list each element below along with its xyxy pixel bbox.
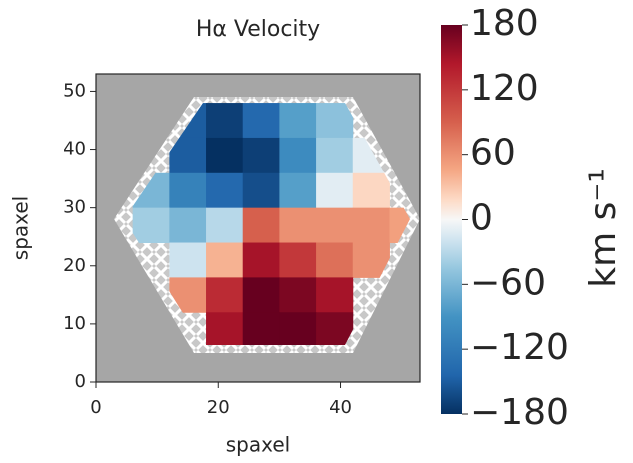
heatmap-cell xyxy=(206,172,244,209)
colorbar-tick-label: 0 xyxy=(470,198,493,239)
colorbar-tick-label: 120 xyxy=(470,68,539,109)
x-tick-label: 20 xyxy=(207,397,230,418)
heatmap-cell xyxy=(316,172,354,209)
heatmap-cell xyxy=(242,137,280,174)
y-tick-label: 0 xyxy=(75,371,86,392)
heatmap-cell xyxy=(279,172,317,209)
heatmap-cell xyxy=(279,207,317,244)
heatmap-cell xyxy=(279,103,317,139)
colorbar-tick-label: 60 xyxy=(470,133,516,174)
heatmap-cell xyxy=(316,277,354,313)
heatmap-cell xyxy=(279,277,317,313)
colorbar xyxy=(441,25,462,414)
heatmap-cell xyxy=(279,137,317,174)
y-tick-label: 20 xyxy=(63,255,86,276)
heatmap-cell xyxy=(242,277,280,313)
heatmap-cell xyxy=(242,172,280,209)
y-tick-label: 10 xyxy=(63,313,86,334)
heatmap-cell xyxy=(316,103,354,139)
heatmap-cell xyxy=(242,312,280,345)
heatmap-cell xyxy=(132,207,170,244)
heatmap-cell xyxy=(206,312,244,345)
heatmap-cell xyxy=(169,242,207,278)
y-tick-label: 50 xyxy=(63,80,86,101)
heatmap-cell xyxy=(316,312,354,345)
heatmap-cell xyxy=(316,207,354,244)
colorbar-tick-label: −60 xyxy=(470,262,546,303)
y-axis-label: spaxel xyxy=(9,196,33,260)
x-axis-label: spaxel xyxy=(226,433,290,457)
colorbar-tick-label: −120 xyxy=(470,327,569,368)
y-tick-label: 30 xyxy=(63,197,86,218)
x-tick-label: 0 xyxy=(90,397,101,418)
heatmap-cell xyxy=(242,207,280,244)
heatmap-cell xyxy=(279,242,317,278)
heatmap-cell xyxy=(169,207,207,244)
y-tick-label: 40 xyxy=(63,139,86,160)
heatmap-cell xyxy=(242,103,280,139)
heatmap-cell xyxy=(352,207,390,244)
heatmap-cell xyxy=(316,137,354,174)
heatmap-cell xyxy=(169,172,207,209)
heatmap-cell xyxy=(279,312,317,345)
heatmap-cell xyxy=(206,277,244,313)
chart-title: Hα Velocity xyxy=(196,17,320,42)
heatmap-cell xyxy=(316,242,354,278)
heatmap-cell xyxy=(352,172,390,209)
heatmap-cell xyxy=(242,242,280,278)
heatmap-cell xyxy=(206,103,244,139)
colorbar-tick-label: 180 xyxy=(470,3,539,44)
heatmap-cell xyxy=(206,242,244,278)
plot-frame xyxy=(95,73,421,383)
colorbar-label: km s⁻¹ xyxy=(583,168,624,288)
heatmap-cell xyxy=(206,137,244,174)
colorbar-tick-label: −180 xyxy=(470,392,569,433)
x-tick-label: 40 xyxy=(329,397,352,418)
heatmap-cell xyxy=(206,207,244,244)
heatmap-cell xyxy=(169,137,207,174)
